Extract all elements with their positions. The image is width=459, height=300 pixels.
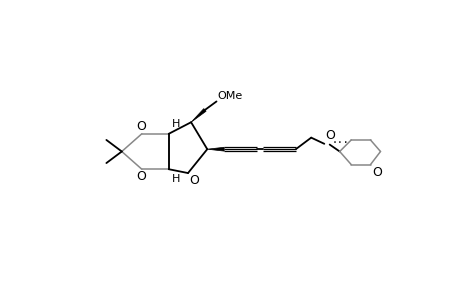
Text: O: O [136, 170, 146, 183]
Text: O: O [188, 174, 198, 187]
Text: O: O [371, 166, 381, 179]
Text: H: H [172, 119, 180, 129]
Text: O: O [136, 120, 146, 133]
Polygon shape [190, 109, 206, 122]
Text: OMe: OMe [217, 91, 242, 101]
Text: H: H [172, 174, 180, 184]
Text: ···: ··· [330, 138, 348, 148]
Text: O: O [325, 129, 334, 142]
Polygon shape [207, 147, 224, 151]
